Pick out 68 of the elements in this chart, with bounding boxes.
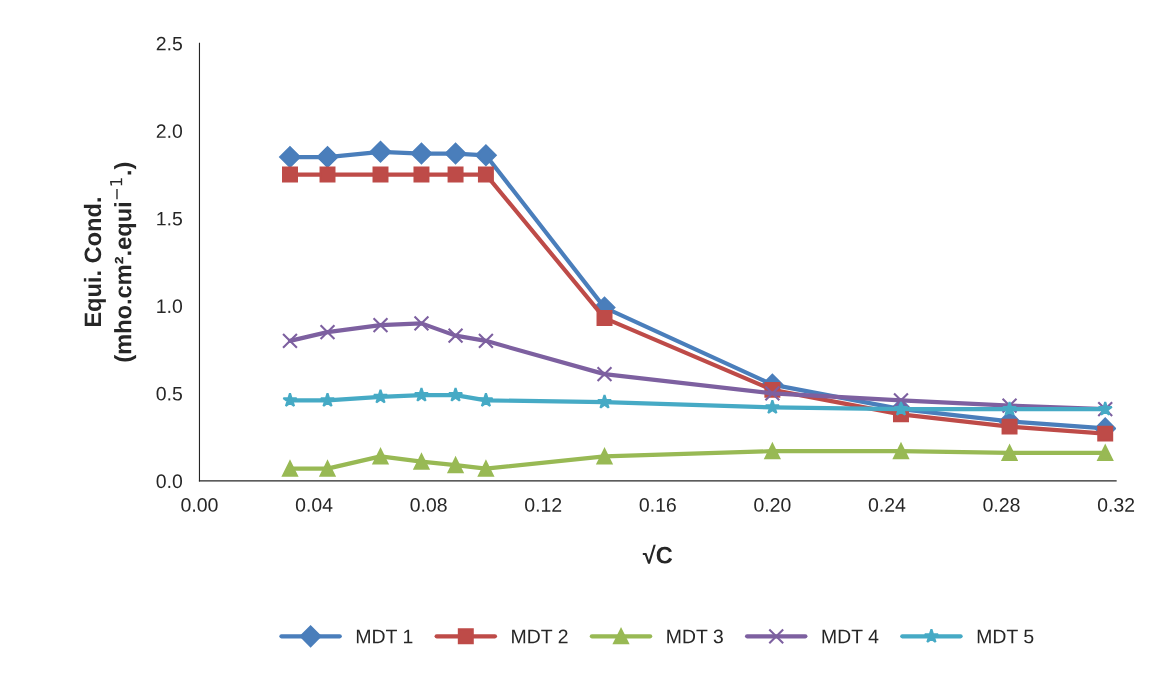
point xyxy=(282,460,298,477)
legend-label: MDT 1 xyxy=(356,629,413,644)
point xyxy=(478,392,494,408)
point xyxy=(475,144,497,167)
legend-label: MDT 4 xyxy=(822,629,879,644)
y-tick-label: 1.0 xyxy=(157,299,183,314)
point xyxy=(596,448,613,465)
point xyxy=(1097,425,1114,442)
point xyxy=(447,166,464,183)
x-tick-label: 0.28 xyxy=(983,498,1020,512)
point xyxy=(319,166,336,183)
y-tick-label: 0.0 xyxy=(156,474,183,489)
point xyxy=(282,392,298,408)
point xyxy=(1097,444,1114,461)
legend-label: MDT 2 xyxy=(512,629,568,644)
point xyxy=(893,401,909,416)
point xyxy=(319,460,336,477)
point xyxy=(413,315,430,332)
point xyxy=(282,166,298,183)
point xyxy=(1001,397,1018,414)
point xyxy=(319,324,336,341)
point xyxy=(764,443,781,460)
point xyxy=(477,332,494,349)
point xyxy=(893,443,909,460)
point xyxy=(444,142,467,165)
point xyxy=(372,317,389,334)
legend-label: MDT 5 xyxy=(977,629,1034,644)
x-tick-label: 0.16 xyxy=(639,498,676,512)
point xyxy=(477,166,494,183)
y-tick-label: 1.5 xyxy=(157,212,182,226)
point xyxy=(316,146,339,168)
point xyxy=(413,387,430,402)
point xyxy=(413,166,430,183)
y-tick-label: 2.5 xyxy=(156,36,182,51)
point xyxy=(372,388,389,404)
x-tick-label: 0.12 xyxy=(525,498,562,512)
point xyxy=(372,166,389,183)
point xyxy=(764,399,781,415)
legend-label: MDT 3 xyxy=(667,629,723,644)
x-tick-label: 0.32 xyxy=(1097,498,1135,512)
point xyxy=(447,387,464,402)
point xyxy=(447,327,464,344)
point xyxy=(279,146,301,168)
point xyxy=(596,310,613,327)
point xyxy=(596,366,613,383)
y-tick-label: 0.5 xyxy=(156,386,182,401)
point xyxy=(319,392,336,408)
point xyxy=(477,460,494,477)
point xyxy=(1001,444,1018,461)
point xyxy=(372,448,389,465)
x-tick-label: 0.00 xyxy=(181,498,218,512)
x-tick-label: 0.24 xyxy=(868,498,906,512)
point xyxy=(764,385,781,402)
point xyxy=(596,394,613,409)
point xyxy=(1001,401,1018,416)
x-axis-title: √C xyxy=(642,544,673,564)
point xyxy=(1001,418,1018,435)
y-tick-label: 2.0 xyxy=(156,124,183,139)
point xyxy=(282,332,298,349)
x-tick-label: 0.20 xyxy=(754,498,791,512)
x-tick-label: 0.08 xyxy=(410,498,447,512)
point xyxy=(413,453,430,470)
point xyxy=(447,457,464,474)
point xyxy=(369,140,392,163)
point xyxy=(410,142,433,165)
x-tick-label: 0.04 xyxy=(295,498,333,512)
y-axis-title: Equi. Cond. (mho.cm².equi$^{−1}$.) xyxy=(83,162,137,362)
point xyxy=(893,392,909,409)
